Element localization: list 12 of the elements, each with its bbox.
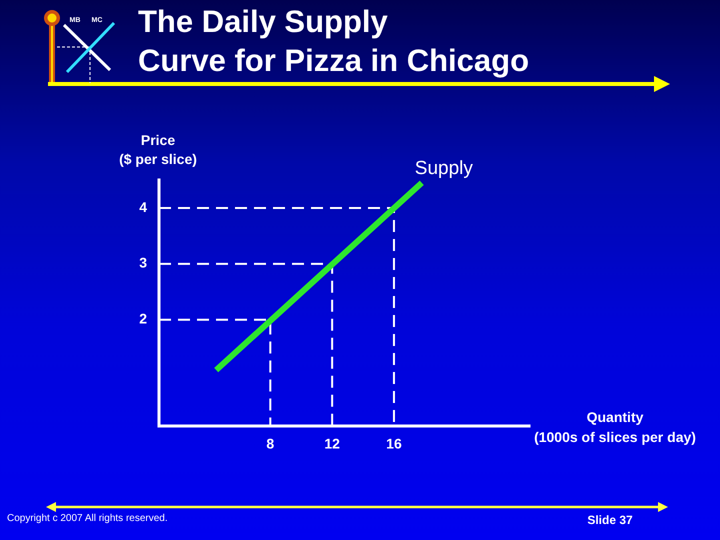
y-tick-label: 3 <box>139 254 148 271</box>
series-label: Supply <box>414 158 474 179</box>
x-tick-label: 12 <box>324 435 340 452</box>
text: Copyright c 2007 All rights reserved. <box>7 513 168 524</box>
x-tick-label: 16 <box>386 435 402 452</box>
text: Slide 37 <box>586 513 634 527</box>
y-tick-label: 2 <box>139 310 148 327</box>
chart-title: The Daily Supply Curve for Pizza in Chicago <box>138 3 530 80</box>
x-tick-label: 8 <box>266 435 274 452</box>
y-tick-label: 4 <box>139 198 148 215</box>
y-axis-title: Price ($ per slice) <box>118 131 198 169</box>
x-axis-title: Quantity (1000s of slices per day) <box>533 408 697 447</box>
